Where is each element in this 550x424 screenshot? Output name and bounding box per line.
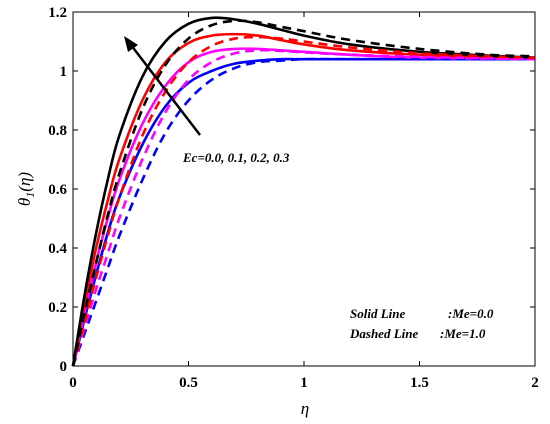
series-layer xyxy=(71,16,536,367)
x-tick-label: 0 xyxy=(69,375,77,391)
series-line-solid xyxy=(71,16,536,367)
y-axis-label-main: θ xyxy=(15,198,34,206)
series-line-dashed xyxy=(71,48,536,367)
y-axis-label-tail: (η) xyxy=(15,172,34,192)
y-tick-label: 0.6 xyxy=(48,182,67,198)
svg-text:θ1(η): θ1(η) xyxy=(15,172,37,206)
legend-solid-key: Solid Line xyxy=(350,306,405,321)
y-tick-label: 0 xyxy=(60,359,68,375)
x-tick-label: 1.5 xyxy=(410,375,429,391)
x-axis-label: η xyxy=(301,399,309,418)
x-tick-label: 1 xyxy=(300,375,308,391)
y-tick-label: 1 xyxy=(60,64,68,80)
series-line-dashed xyxy=(71,19,536,367)
legend-dashed-key: Dashed Line xyxy=(349,326,418,341)
legend-solid-value: :Me=0.0 xyxy=(448,306,494,321)
y-tick-label: 0.8 xyxy=(48,123,67,139)
y-axis-label-sub: 1 xyxy=(23,192,37,198)
series-line-solid xyxy=(71,32,536,367)
y-tick-label: 0.2 xyxy=(48,300,67,316)
annotation-ec-label: Ec=0.0, 0.1, 0.2, 0.3 xyxy=(182,150,290,165)
y-tick-label: 1.2 xyxy=(48,5,67,21)
annotation-arrow xyxy=(124,36,201,136)
x-tick-label: 0.5 xyxy=(179,375,198,391)
y-tick-label: 0.4 xyxy=(48,241,67,257)
legend-dashed-value: :Me=1.0 xyxy=(440,326,486,341)
x-tick-label: 2 xyxy=(531,375,539,391)
ticks-layer: 0 0.5 1 1.5 2 0 0.2 0.4 0.6 0.8 1 1.2 xyxy=(48,5,539,391)
y-axis-label: θ1(η) xyxy=(15,172,37,206)
series-line-dashed xyxy=(71,35,536,367)
series-line-dashed xyxy=(71,57,535,367)
